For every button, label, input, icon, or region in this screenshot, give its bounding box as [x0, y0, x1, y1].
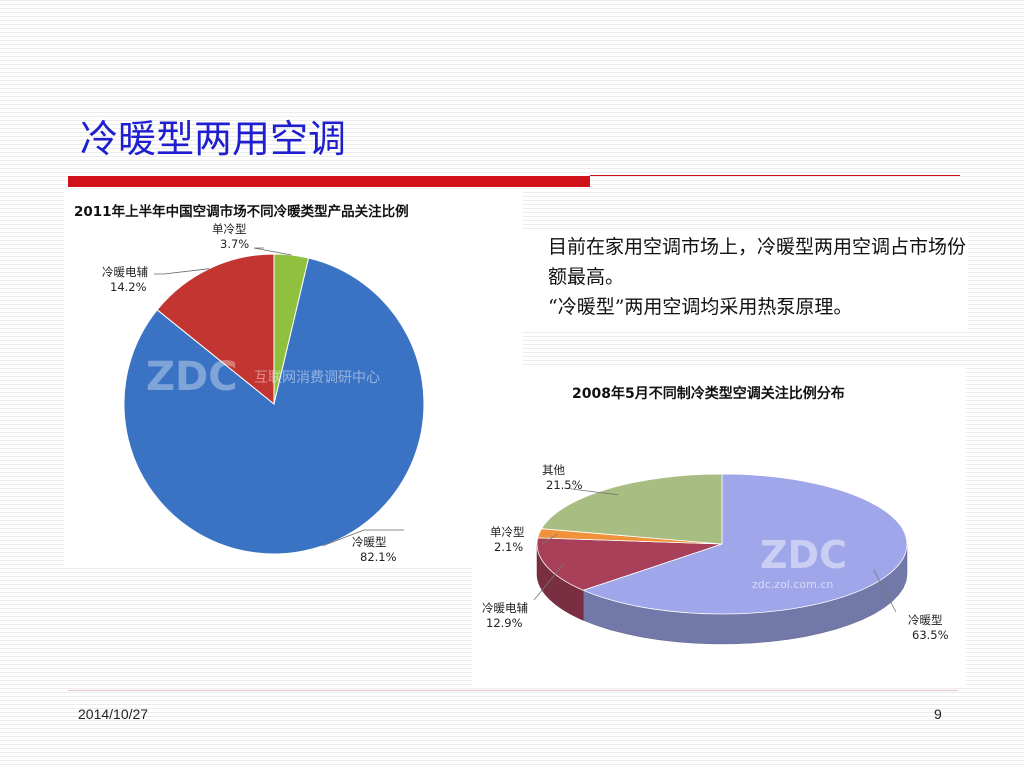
pie-top-4	[540, 473, 723, 545]
pie-slice-2	[123, 257, 425, 555]
chart-2008-title: 2008年5月不同制冷类型空调关注比例分布	[572, 385, 845, 402]
leader-line-3	[154, 268, 210, 275]
note-paragraph-2: “冷暖型”两用空调均采用热泵原理。	[548, 296, 853, 318]
slice-value-2008-3: 2.1%	[494, 540, 523, 554]
slide-title: 冷暖型两用空调	[80, 117, 347, 161]
slice-label-2: 冷暖型	[352, 535, 387, 549]
slice-label-2008-1: 冷暖型	[908, 613, 943, 627]
chart-2008-pie: 2008年5月不同制冷类型空调关注比例分布 ZDC zdc.zol.com.cn…	[472, 366, 966, 686]
leader-line-2	[322, 529, 404, 547]
slice-value-2008-2: 12.9%	[486, 616, 523, 630]
chart-2011-svg: 2011年上半年中国空调市场不同冷暖类型产品关注比例 ZDC 互联网消费调研中心…	[74, 203, 425, 564]
pie-top-2	[536, 537, 723, 591]
chart-2008-slices	[536, 473, 908, 645]
leader-line-2008-2	[533, 563, 565, 601]
chart-2008-watermark-sub: zdc.zol.com.cn	[752, 578, 833, 591]
chart-2008-svg: 2008年5月不同制冷类型空调关注比例分布 ZDC zdc.zol.com.cn…	[482, 385, 949, 645]
leader-line-2008-3	[541, 533, 558, 545]
slice-label-2008-2: 冷暖电辅	[482, 601, 528, 615]
footer-date: 2014/10/27	[78, 706, 149, 722]
leader-line-2008-1	[873, 569, 897, 613]
slice-label-2008-3: 单冷型	[490, 525, 525, 539]
slice-label-2008-4: 其他	[542, 463, 565, 477]
chart-2008-watermark: ZDC	[760, 533, 847, 577]
chart-2011-watermark: ZDC	[146, 354, 238, 400]
chart-2011-pie: 2011年上半年中国空调市场不同冷暖类型产品关注比例 ZDC 互联网消费调研中心…	[64, 190, 522, 568]
slice-label-1: 单冷型	[212, 222, 247, 236]
note-paragraph-1: 目前在家用空调市场上，冷暖型两用空调占市场份额最高。	[548, 236, 967, 288]
pie-top-1	[582, 473, 908, 615]
slice-value-3: 14.2%	[110, 280, 147, 294]
slice-value-2: 82.1%	[360, 550, 397, 564]
note-text-box: 目前在家用空调市场上，冷暖型两用空调占市场份额最高。 “冷暖型”两用空调均采用热…	[522, 230, 968, 332]
title-underline-line	[590, 175, 960, 176]
leader-line-1	[253, 247, 292, 256]
footer-rule	[68, 690, 958, 691]
chart-2011-watermark-sub: 互联网消费调研中心	[254, 370, 380, 386]
page-number: 9	[934, 706, 942, 722]
slice-value-2008-4: 21.5%	[546, 478, 583, 492]
chart-2011-title: 2011年上半年中国空调市场不同冷暖类型产品关注比例	[74, 203, 409, 220]
title-underline-bar	[68, 176, 590, 187]
slice-value-1: 3.7%	[220, 237, 249, 251]
slice-value-2008-1: 63.5%	[912, 628, 949, 642]
slice-label-3: 冷暖电辅	[102, 265, 148, 279]
leader-line-2008-4	[563, 487, 618, 496]
chart-2011-slices	[123, 253, 425, 555]
